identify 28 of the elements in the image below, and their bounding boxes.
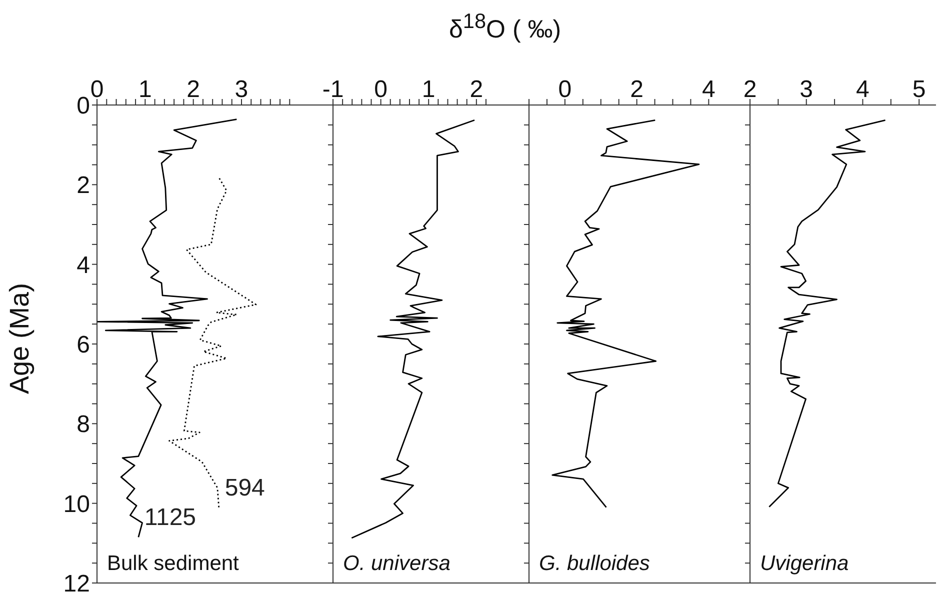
x-tick-label: 2 [470, 76, 484, 103]
x-tick-label: 3 [800, 76, 814, 103]
text: O. universa [343, 552, 450, 576]
y-tick-label: 12 [63, 570, 90, 596]
x-axis-title: δ$^{18}$O ( ‰) [448, 10, 562, 44]
series-label: 594 [224, 474, 265, 502]
x-tick-label: 4 [856, 76, 870, 103]
y-axis-title: Age (Ma) [4, 282, 35, 394]
y-tick-label: 4 [76, 252, 90, 279]
y-tick-label: 10 [63, 490, 90, 518]
x-tick-label: 1 [138, 76, 152, 103]
x-tick-label: 3 [234, 76, 248, 103]
x-tick-label: -1 [322, 76, 344, 103]
y-tick-label: 8 [76, 411, 90, 438]
x-tick-label: 1 [422, 76, 436, 103]
x-tick-label: 2 [630, 76, 644, 103]
text: Bulk sediment [107, 552, 239, 576]
x-tick-label: 2 [743, 76, 757, 103]
series-label: 1125 [144, 504, 196, 532]
x-tick-label: 4 [702, 76, 716, 103]
x-tick-label: 5 [912, 76, 926, 103]
x-tick-label: 0 [374, 76, 388, 103]
text: G. bulloides [539, 552, 650, 576]
y-tick-label: 6 [76, 332, 90, 359]
x-tick-label: 0 [558, 76, 572, 103]
x-tick-label: 2 [186, 76, 200, 103]
y-tick-label: 2 [76, 172, 90, 200]
text: Uvigerina [760, 552, 849, 576]
